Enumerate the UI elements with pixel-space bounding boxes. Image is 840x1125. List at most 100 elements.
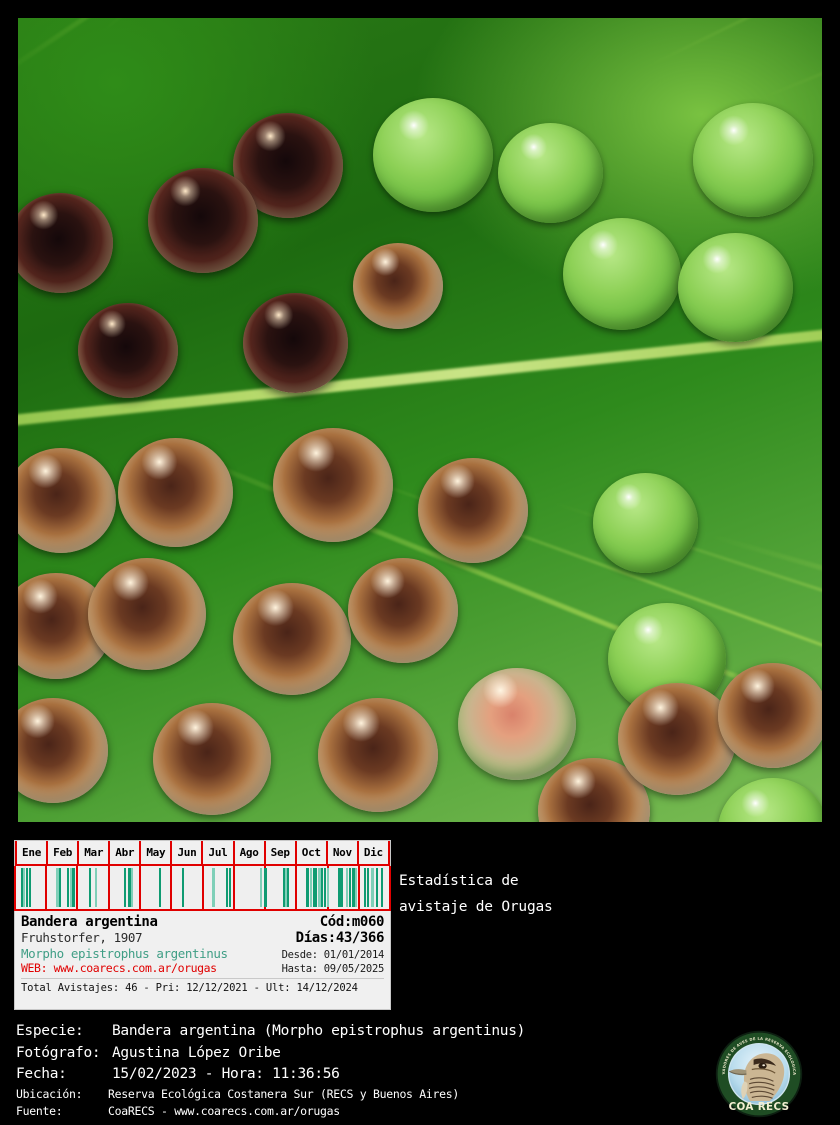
month-cell-feb[interactable]: Feb	[48, 841, 80, 864]
month-cell-oct[interactable]: Oct	[297, 841, 328, 864]
sighting-day-tick	[181, 868, 184, 907]
sighting-day-tick	[66, 868, 69, 907]
month-label: May	[146, 846, 166, 859]
month-label: Nov	[332, 846, 352, 859]
logo-bottom-text: COA RECS	[729, 1101, 790, 1113]
butterfly-egg	[148, 168, 258, 273]
species-web-link[interactable]: WEB: www.coarecs.com.ar/orugas	[21, 961, 217, 975]
species-days-counter: Días:43/366	[295, 930, 385, 946]
month-label: Feb	[53, 846, 73, 859]
month-cell-abr[interactable]: Abr	[110, 841, 142, 864]
metadata-label: Ubicación:	[16, 1086, 83, 1101]
butterfly-egg	[88, 558, 206, 671]
butterfly-egg	[418, 458, 528, 563]
sighting-totals-line: Total Avistajes: 46 - Pri: 12/12/2021 - …	[21, 978, 384, 994]
month-cell-ene[interactable]: Ene	[15, 841, 49, 864]
month-separator	[107, 866, 110, 911]
sighting-day-tick	[318, 868, 322, 907]
sighting-day-tick	[352, 868, 356, 907]
sighting-day-tick	[327, 868, 330, 907]
month-label: Ago	[239, 846, 259, 859]
butterfly-egg	[78, 303, 178, 398]
metadata-row: Ubicación: Reserva Ecológica Costanera Su…	[16, 1086, 525, 1103]
sighting-day-tick	[72, 868, 76, 907]
sighting-day-tick	[321, 868, 324, 907]
month-label: Oct	[301, 846, 321, 859]
sighting-day-tick	[355, 868, 358, 907]
butterfly-egg	[373, 98, 493, 212]
month-cell-ago[interactable]: Ago	[235, 841, 266, 864]
metadata-row: Fotógrafo: Agustina López Oribe	[16, 1043, 525, 1065]
metadata-label: Fecha:	[16, 1066, 67, 1082]
month-label: Jun	[177, 846, 197, 859]
month-separator	[76, 866, 79, 911]
month-label: Ene	[22, 846, 42, 859]
metadata-row: Especie: Bandera argentina (Morpho epistr…	[16, 1021, 525, 1043]
leaf-vein	[18, 18, 822, 87]
bird-illustration	[729, 1053, 785, 1101]
species-author-year: Fruhstorfer, 1907	[21, 930, 143, 945]
range-start-date: Desde: 01/01/2014	[281, 949, 385, 961]
metadata-row: Fecha: 15/02/2023 - Hora: 11:36:56	[16, 1064, 525, 1086]
sighting-day-tick	[337, 868, 341, 907]
month-separator	[201, 866, 204, 911]
specimen-photo	[18, 18, 822, 822]
month-header-row: Ene Feb Mar Abr May Jun Jul Ago Sep Oct Nov Dic	[15, 841, 390, 866]
butterfly-egg	[18, 448, 116, 553]
sighting-day-tick	[211, 868, 215, 907]
month-separator	[295, 866, 298, 911]
month-cell-jun[interactable]: Jun	[172, 841, 204, 864]
sighting-day-tick	[124, 868, 127, 907]
metadata-value: Bandera argentina (Morpho epistrophus ar…	[112, 1023, 526, 1039]
species-common-name: Bandera argentina	[21, 914, 158, 930]
statistics-title: Estadística de avistaje de Orugas	[399, 868, 553, 920]
sighting-day-tick	[315, 868, 318, 907]
month-cell-sep[interactable]: Sep	[266, 841, 297, 864]
sighting-day-tick	[348, 868, 351, 907]
coa-recs-logo-svg: GRUPO DE OBSERVADORES DE AVES DE LA RESE…	[712, 1029, 803, 1118]
butterfly-egg	[353, 243, 443, 329]
month-label: Abr	[115, 846, 135, 859]
month-label: Sep	[270, 846, 290, 859]
sighting-day-tick	[263, 868, 267, 907]
butterfly-egg	[18, 698, 108, 803]
coa-recs-logo: GRUPO DE OBSERVADORES DE AVES DE LA RESE…	[711, 1029, 807, 1119]
sighting-bar-chart	[14, 866, 391, 911]
sighting-statistics-panel: Ene Feb Mar Abr May Jun Jul Ago Sep Oct Nov Dic Ban…	[14, 840, 391, 1010]
range-end-date: Hasta: 09/05/2025	[281, 963, 385, 975]
butterfly-egg	[618, 683, 736, 796]
sighting-day-tick	[23, 868, 26, 907]
month-cell-jul[interactable]: Jul	[203, 841, 235, 864]
butterfly-egg	[718, 663, 822, 768]
sighting-day-tick	[366, 868, 369, 907]
sighting-day-tick	[381, 868, 383, 907]
sighting-day-tick	[69, 868, 72, 907]
sighting-day-tick	[324, 868, 327, 907]
leaf-vein	[644, 18, 822, 70]
month-cell-nov[interactable]: Nov	[328, 841, 359, 864]
butterfly-egg	[153, 703, 271, 816]
month-cell-mar[interactable]: Mar	[79, 841, 111, 864]
sighting-day-tick	[127, 868, 131, 907]
butterfly-egg	[498, 123, 603, 223]
month-cell-may[interactable]: May	[141, 841, 173, 864]
month-cell-dic[interactable]: Dic	[359, 841, 390, 864]
sighting-day-tick	[340, 868, 343, 907]
sighting-day-tick	[25, 868, 28, 907]
metadata-value: CoaRECS - www.coarecs.com.ar/orugas	[108, 1103, 340, 1118]
month-label: Jul	[208, 846, 228, 859]
sighting-day-tick	[58, 868, 61, 907]
sighting-day-tick	[284, 868, 287, 907]
butterfly-egg	[348, 558, 458, 663]
species-code: Cód:m060	[319, 914, 385, 930]
metadata-value: Agustina López Oribe	[112, 1044, 281, 1061]
metadata-value: 15/02/2023 - Hora: 11:36:56	[112, 1066, 340, 1082]
butterfly-egg	[18, 193, 113, 293]
butterfly-egg	[318, 698, 438, 812]
sighting-day-tick	[20, 868, 24, 907]
metadata-row: Fuente: CoaRECS - www.coarecs.com.ar/orug…	[16, 1103, 525, 1120]
month-label: Mar	[84, 846, 104, 859]
leaf-vein	[757, 18, 822, 102]
butterfly-egg	[458, 668, 576, 781]
